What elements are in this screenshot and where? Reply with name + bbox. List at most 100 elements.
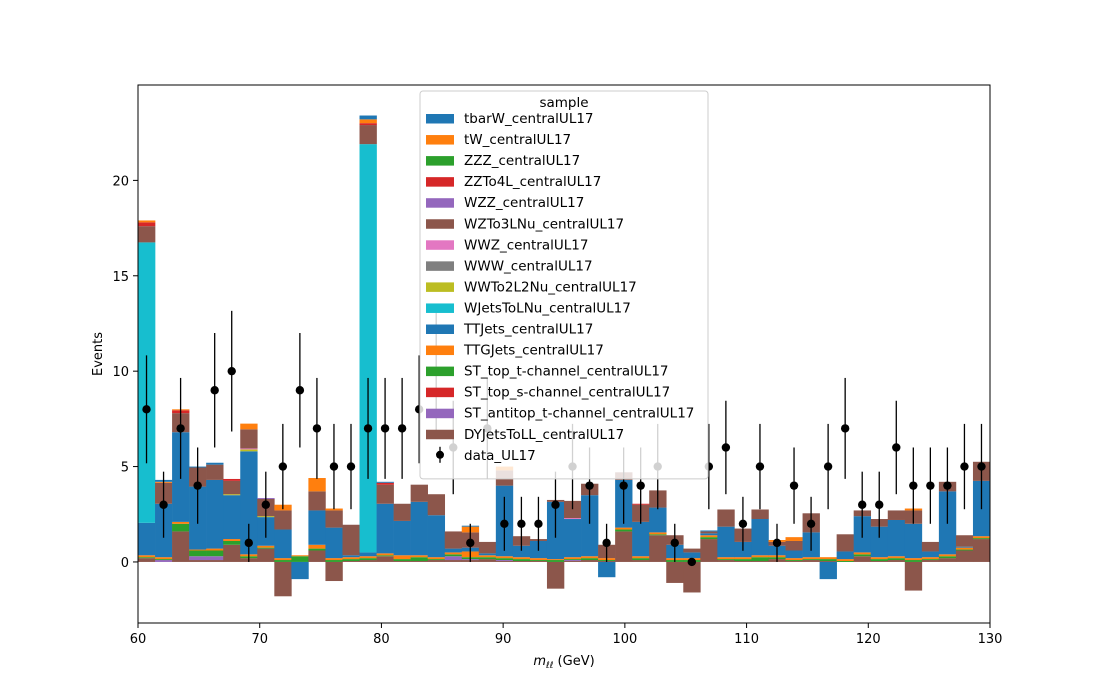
legend-label-tbarW_centralUL17: tbarW_centralUL17 [464,111,594,127]
bar-segment-DYJetsToLL_centralUL17-bin-35 [734,561,752,562]
bar-segment-TTGJets_centralUL17-bin-22 [512,557,531,560]
bar-segment-TTGJets_centralUL17-bin-7 [257,545,275,548]
bar-segment-TTJets_centralUL17-bin-36 [751,519,769,556]
bar-segment-WZTo3LNu_centralUL17-bin-32 [683,548,701,553]
bar-segment-WJetsToLNu_centralUL17-bin-13 [359,144,377,553]
legend-swatch-ZZTo4L_centralUL17 [426,177,454,187]
x-axis-label-unit: (GeV) [553,654,594,669]
bar-segment-ST_top_t-channel_centralUL17-bin-33 [700,537,718,540]
bar-segment-TTGJets_centralUL17-bin-12 [342,557,360,560]
bar-segment-ST_top_t-channel_centralUL17-bin-34 [717,559,735,561]
data-point-5 [227,366,236,376]
bar-segment-TTGJets_centralUL17-bin-42 [853,552,872,555]
bar-segment-TTGJets_centralUL17-bin-3 [189,549,207,551]
bar-segment-ST_top_t-channel_centralUL17-bin-26 [581,558,599,561]
x-axis-label: mℓℓ (GeV) [533,654,594,671]
bar-segment-TTGJets_centralUL17-bin-36 [751,555,769,558]
legend-label-ST_top_t-channel_centralUL17: ST_top_t-channel_centralUL17 [464,364,669,380]
legend-label-tW_centralUL17: tW_centralUL17 [464,132,571,148]
legend-swatch-WWZ_centralUL17 [426,240,454,250]
bar-segment-DYJetsToLL_centralUL17-bin-26 [581,560,599,562]
data-point-38 [789,481,799,490]
bar-segment-ST_top_t-channel_centralUL17-bin-20 [478,557,497,560]
bar-segment-ST_top_t-channel_centralUL17-bin-9 [291,556,309,562]
bar-segment-DYJetsToLL_centralUL17-bin-2 [172,531,190,562]
bar-segment-TTGJets_centralUL17-bin-30 [649,532,667,535]
bar-segment-ST_top_t-channel_centralUL17-bin-15 [393,559,411,561]
bar-segment-TTGJets_centralUL17-bin-24 [546,559,565,561]
bar-segment-WZTo3LNu_centralUL17-bin-13 [359,125,377,145]
bar-segment-DYJetsToLL_centralUL17-bin-34 [717,560,735,562]
data-point-0 [142,405,151,414]
bar-segment-WZTo3LNu_centralUL17-bin-44 [887,510,906,520]
bar-segment-ST_top_t-channel_centralUL17-bin-40 [819,559,837,561]
bar-segment-WZTo3LNu_centralUL17-bin-12 [342,524,360,556]
bar-segment-TTJets_centralUL17-bin-11 [325,527,343,559]
bar-segment-WZTo3LNu_centralUL17-bin-8 [274,510,292,530]
legend-swatch-WZZ_centralUL17 [426,198,454,208]
bar-segment-TTGJets_centralUL17-bin-4 [206,548,224,551]
bar-segment-DYJetsToLL_centralUL17-bin-46 [921,560,940,562]
bar-segment-DYJetsToLL_centralUL17-bin-43 [870,561,889,562]
bar-segment-ST_top_t-channel_centralUL17-bin-46 [921,559,940,561]
legend-swatch-ST_top_t-channel_centralUL17 [426,366,454,377]
bar-segment-TTGJets_centralUL17-bin-5 [223,539,241,541]
legend-swatch-tbarW_centralUL17 [426,114,454,124]
bar-segment-WZTo3LNu_centralUL17-bin-38 [785,540,803,551]
data-point-36 [755,462,765,471]
bar-segment-DYJetsToLL_centralUL17-bin-12 [342,561,360,562]
bar-segment-WZTo3LNu_centralUL17-bin-16 [410,484,428,502]
data-point-4 [210,386,219,395]
data-point-15 [397,424,407,433]
bar-segment-DYJetsToLL_centralUL17-bin-25 [564,561,582,562]
bar-segment-DYJetsToLL_centralUL17-bin-5 [223,544,241,562]
bar-segment-TTJets_centralUL17-bin-26 [581,495,599,557]
bar-segment-ZZTo4L_centralUL17-bin-5 [223,478,241,481]
bar-segment-TTJets_centralUL17-bin-9 [291,561,309,580]
x-tick-label-2: 80 [373,632,390,647]
bar-segment-WZTo3LNu_centralUL17-bin-20 [478,541,497,554]
bar-segment-TTJets_centralUL17-bin-29 [632,521,650,557]
bar-segment-TTGJets_centralUL17-bin-25 [564,557,582,560]
bar-segment-ST_top_t-channel_centralUL17-bin-39 [802,559,820,561]
data-point-22 [517,519,526,528]
legend-label-data: data_UL17 [464,448,536,464]
data-point-47 [943,481,952,490]
legend-swatch-TTGJets_centralUL17 [426,345,454,356]
bar-segment-TTJets_centralUL17-bin-12 [342,555,360,558]
bar-segment-DYJetsToLL_centralUL17-bin-14 [376,556,394,562]
data-point-37 [772,538,782,548]
legend-label-WWTo2L2Nu_centralUL17: WWTo2L2Nu_centralUL17 [464,279,637,295]
bar-segment-TTGJets_centralUL17-bin-1 [155,557,173,560]
bar-segment-TTJets_centralUL17-bin-27 [598,561,616,578]
bar-segment-WZTo3LNu_centralUL17-bin-4 [206,464,224,480]
bar-segment-ST_top_t-channel_centralUL17-bin-1 [155,559,173,561]
bar-segment-WWZ_centralUL17-bin-6 [240,448,258,450]
data-point-32 [687,557,696,567]
bar-segment-ST_top_t-channel_centralUL17-bin-13 [359,558,377,561]
bar-segment-ST_top_t-channel_centralUL17-bin-16 [410,557,428,561]
legend-swatch-WWW_centralUL17 [426,261,454,271]
data-point-44 [892,443,901,452]
bar-segment-DYJetsToLL_centralUL17-bin-30 [649,535,667,562]
legend-label-WZTo3LNu_centralUL17: WZTo3LNu_centralUL17 [464,216,624,232]
bar-segment-WZTo3LNu_centralUL17-bin-0 [138,226,156,243]
bar-segment-TTJets_centralUL17-bin-44 [887,519,906,557]
y-axis-ticks: 0 5 10 15 20 [112,174,138,571]
bar-segment-tW_centralUL17-bin-0 [138,220,156,223]
bar-segment-TTGJets_centralUL17-bin-14 [376,553,394,556]
legend-label-ST_top_s-channel_centralUL17: ST_top_s-channel_centralUL17 [464,385,670,401]
bar-segment-ST_top_t-channel_centralUL17-bin-2 [172,523,190,532]
data-point-23 [534,519,543,528]
bar-segment-tbarW_centralUL17-bin-4 [206,462,224,465]
legend-label-WZZ_centralUL17: WZZ_centralUL17 [464,195,584,211]
bar-segment-WZTo3LNu_centralUL17-bin-34 [717,509,735,527]
bar-segment-DYJetsToLL_centralUL17-bin-44 [887,560,906,562]
bar-segment-TTJets_centralUL17-bin-33 [700,533,718,536]
bar-segment-TTJets_centralUL17-bin-15 [393,520,411,556]
bar-segment-TTJets_centralUL17-bin-5 [223,495,241,540]
bar-segment-TTGJets_centralUL17-bin-0 [138,555,156,558]
data-point-19 [466,538,475,548]
